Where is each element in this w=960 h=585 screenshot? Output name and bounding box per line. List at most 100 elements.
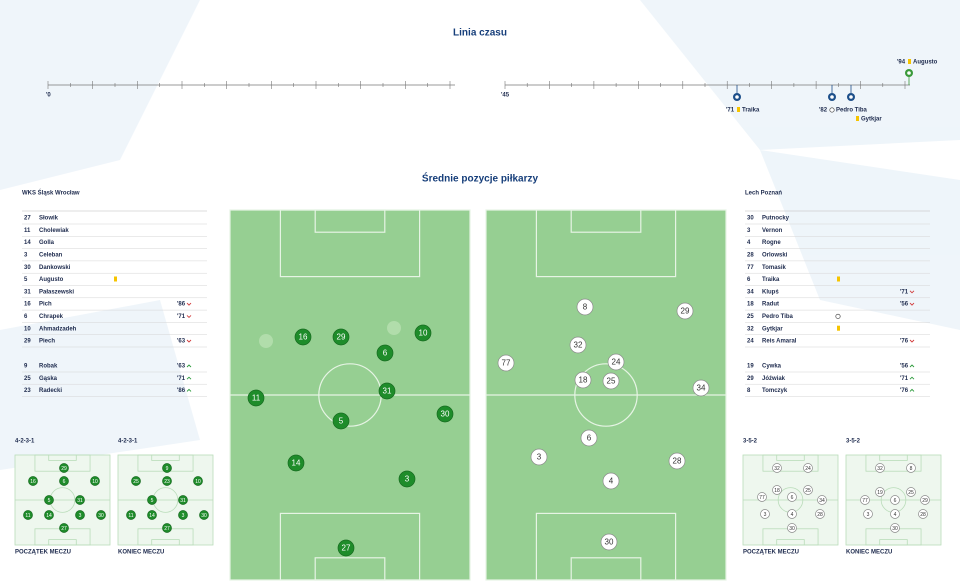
player-marker-number: 6 (791, 495, 794, 501)
player-number: 27 (24, 216, 31, 222)
player-marker (918, 509, 928, 519)
sub-arrow (186, 339, 192, 343)
player-number: 3 (24, 252, 28, 258)
player-marker (890, 495, 900, 505)
player-marker-number: 10 (195, 479, 201, 485)
player-marker (178, 510, 188, 520)
player-marker (815, 509, 825, 519)
yellow-card (114, 276, 117, 282)
pitch-line (879, 454, 908, 461)
player-marker (378, 382, 396, 400)
player-marker-number: 10 (419, 329, 428, 338)
player-marker (676, 302, 694, 320)
player-name: Cholewiak (39, 228, 69, 234)
player-marker-number: 24 (805, 466, 811, 472)
player-marker (530, 448, 548, 466)
event-minute: '94 (897, 60, 906, 66)
sub-minute: '56 (900, 302, 909, 308)
end-label: KONIEC MECZU (118, 550, 164, 556)
player-marker-number: 25 (607, 377, 616, 386)
player-marker-number: 18 (774, 488, 780, 494)
player-marker-number: 25 (908, 490, 914, 496)
player-number: 3 (747, 228, 751, 234)
sub-arrow (909, 364, 915, 368)
player-marker (860, 495, 870, 505)
player-marker-number: 27 (61, 526, 67, 532)
player-marker-number: 8 (583, 303, 588, 312)
sub-minute: '71 (177, 314, 186, 320)
event-pin-dot (849, 95, 853, 99)
player-number: 6 (747, 277, 751, 283)
player-number: 5 (24, 277, 28, 283)
player-marker (147, 495, 157, 505)
player-marker (337, 539, 355, 557)
player-number: 4 (747, 240, 751, 246)
event-minute: '82 (819, 108, 828, 114)
player-marker-number: 30 (605, 538, 614, 547)
timeline-start: '0 (46, 93, 51, 99)
player-marker (576, 298, 594, 316)
player-marker-number: 23 (164, 479, 170, 485)
player-marker-number: 18 (579, 376, 588, 385)
player-marker (772, 463, 782, 473)
player-marker-number: 5 (48, 498, 51, 504)
player-marker (602, 372, 620, 390)
player-marker-number: 28 (817, 512, 823, 518)
player-marker (602, 472, 620, 490)
player-marker (162, 523, 172, 533)
player-marker (59, 463, 69, 473)
sub-minute: '56 (900, 364, 909, 370)
goal-icon (835, 313, 841, 319)
player-marker-number: 9 (166, 466, 169, 472)
player-name: Piech (39, 339, 55, 345)
player-marker-number: 19 (877, 490, 883, 496)
player-marker (44, 510, 54, 520)
formation: 4-2-3-1 (15, 439, 35, 445)
player-marker (772, 485, 782, 495)
player-number: 30 (747, 216, 754, 222)
player-marker (398, 470, 416, 488)
player-number: 9 (24, 364, 28, 370)
sub-minute: '76 (900, 339, 909, 345)
player-number: 18 (747, 302, 754, 308)
event-pin-dot (907, 71, 911, 75)
pitch-line (776, 539, 805, 546)
player-marker-number: 3 (867, 512, 870, 518)
event-pin-dot (830, 95, 834, 99)
pitch-line (570, 557, 642, 581)
player-marker (199, 510, 209, 520)
player-marker (569, 336, 587, 354)
sub-arrow (186, 315, 192, 319)
sub-arrow (186, 364, 192, 368)
player-marker-number: 3 (182, 513, 185, 519)
player-marker (906, 487, 916, 497)
yellow-card (837, 325, 840, 331)
player-name: Klupś (762, 289, 779, 295)
player-marker-number: 32 (574, 341, 583, 350)
player-name: Putnocky (762, 216, 790, 222)
player-marker-number: 4 (609, 477, 614, 486)
player-number: 19 (747, 364, 754, 370)
player-name: Pałaszewski (39, 289, 74, 295)
player-marker-number: 10 (92, 479, 98, 485)
player-name: Robak (39, 364, 58, 370)
player-marker (787, 509, 797, 519)
player-marker-number: 11 (25, 513, 30, 519)
player-marker (96, 510, 106, 520)
faded-player (387, 321, 401, 335)
player-marker-number: 5 (339, 417, 344, 426)
player-number: 28 (747, 252, 754, 258)
player-marker-number: 30 (441, 410, 450, 419)
player-marker-number: 6 (894, 498, 897, 504)
player-marker (414, 324, 432, 342)
player-marker-number: 28 (673, 457, 682, 466)
player-name: Gytkjar (762, 326, 783, 332)
player-marker (332, 328, 350, 346)
sub-arrow (909, 302, 915, 306)
sub-minute: '63 (177, 339, 186, 345)
faded-player (259, 334, 273, 348)
player-marker (890, 523, 900, 533)
pitch-line (48, 454, 77, 461)
player-marker (126, 510, 136, 520)
player-marker-number: 11 (252, 394, 261, 403)
